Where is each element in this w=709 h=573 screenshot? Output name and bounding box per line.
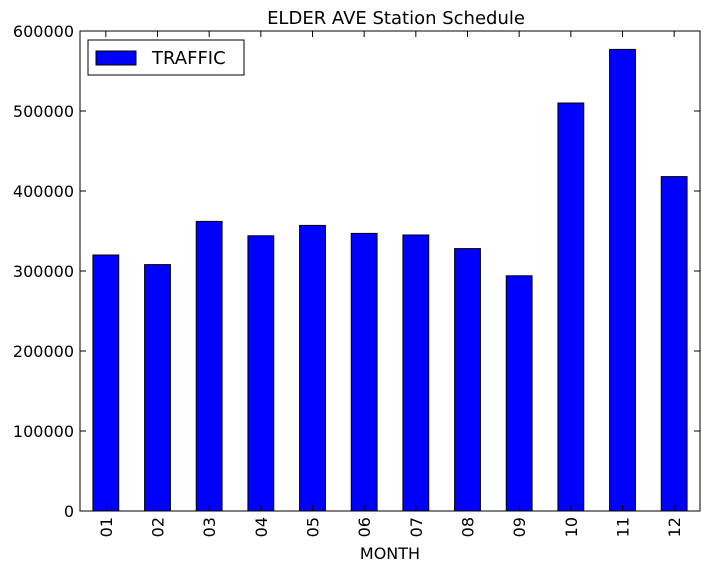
x-tick-label: 10: [562, 517, 581, 537]
legend-box: [87, 39, 245, 76]
x-tick-label: 05: [304, 517, 323, 537]
x-axis: 01 02 03 04 05 06 07 08 09 10 11 12: [97, 31, 684, 537]
bar-06: [350, 232, 378, 512]
bars-group: [92, 48, 688, 512]
x-tick-label: 07: [407, 517, 426, 537]
y-tick-label: 100000: [13, 422, 74, 441]
legend-swatch: [95, 50, 137, 66]
x-tick-label: 06: [355, 517, 374, 537]
y-tick-label: 500000: [13, 102, 74, 121]
x-tick-label: 02: [149, 517, 168, 537]
bar-04: [247, 235, 275, 512]
bar-01: [92, 254, 120, 512]
legend-label: TRAFFIC: [151, 48, 226, 69]
y-tick-label: 200000: [13, 342, 74, 361]
bar-03: [195, 220, 223, 512]
y-axis: 0 100000 200000 300000 400000 500000 600000: [13, 22, 700, 521]
y-tick-label: 400000: [13, 182, 74, 201]
x-tick-label: 08: [459, 517, 478, 537]
x-axis-label: MONTH: [360, 544, 420, 563]
y-tick-label: 600000: [13, 22, 74, 41]
y-tick-label: 300000: [13, 262, 74, 281]
x-tick-label: 12: [665, 517, 684, 537]
x-tick-label: 09: [510, 517, 529, 537]
legend: TRAFFIC: [87, 39, 245, 76]
bar-05: [299, 224, 326, 512]
bar-08: [454, 248, 481, 512]
bar-07: [402, 234, 430, 512]
bar-09: [505, 275, 533, 512]
bar-11: [609, 48, 636, 512]
x-tick-label: 11: [614, 517, 633, 537]
bar-02: [144, 264, 171, 512]
x-tick-label: 01: [97, 517, 116, 537]
plot-frame: [79, 30, 701, 512]
x-tick-label: 03: [200, 517, 219, 537]
y-tick-label: 0: [64, 502, 74, 521]
bar-12: [660, 176, 688, 512]
bar-10: [557, 102, 585, 512]
x-tick-label: 04: [252, 517, 271, 537]
chart-title: ELDER AVE Station Schedule: [267, 8, 525, 29]
